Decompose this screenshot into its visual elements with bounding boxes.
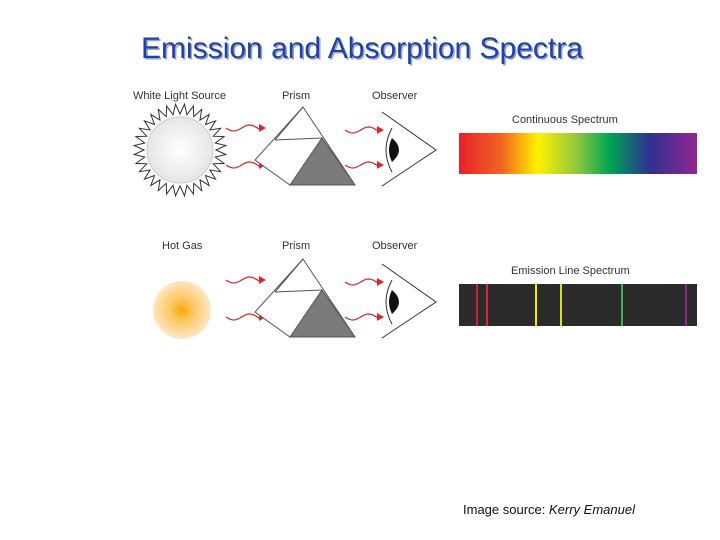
continuous-spectrum (459, 133, 697, 174)
light-ray (344, 278, 378, 286)
light-ray (344, 126, 378, 134)
arrow-head (259, 276, 266, 284)
arrow-head (377, 278, 384, 286)
hot-gas (153, 281, 211, 339)
prism-face (289, 137, 356, 186)
caption-author: Kerry Emanuel (549, 502, 636, 517)
prism-face (289, 289, 356, 338)
eye-outline (381, 263, 437, 339)
light-ray (225, 313, 261, 321)
caption: Image source: Kerry Emanuel (463, 502, 636, 517)
arrow-head (377, 313, 384, 321)
eye-lens (385, 127, 393, 173)
prism-edge (274, 137, 323, 141)
sun (146, 116, 214, 184)
observer-label: Observer (372, 240, 418, 252)
title: Emission and Absorption Spectra (141, 32, 583, 65)
source-label: Hot Gas (162, 240, 203, 252)
arrow-head (377, 161, 384, 169)
eye-pupil (389, 138, 399, 162)
arrow-head (259, 124, 266, 132)
prism-label: Prism (282, 240, 310, 252)
light-ray (225, 124, 261, 132)
light-ray (344, 161, 378, 169)
light-ray (344, 313, 378, 321)
eye-outline (381, 111, 437, 187)
light-ray (225, 276, 261, 284)
source-label: White Light Source (133, 90, 226, 102)
spectrum-background (459, 284, 697, 326)
arrow-head (377, 126, 384, 134)
caption-prefix: Image source: (463, 502, 549, 517)
prism-edge (274, 106, 304, 141)
prism-edge (274, 289, 323, 293)
eye-lens (385, 279, 393, 325)
prism-label: Prism (282, 90, 310, 102)
emission-spectrum (459, 284, 697, 326)
spectrum-label: Emission Line Spectrum (511, 265, 630, 277)
light-ray (225, 161, 261, 169)
prism-edge (274, 258, 304, 293)
observer-label: Observer (372, 90, 418, 102)
eye-pupil (389, 290, 399, 314)
spectrum-label: Continuous Spectrum (512, 114, 618, 126)
title-shadow: Emission and Absorption Spectra (143, 34, 585, 67)
